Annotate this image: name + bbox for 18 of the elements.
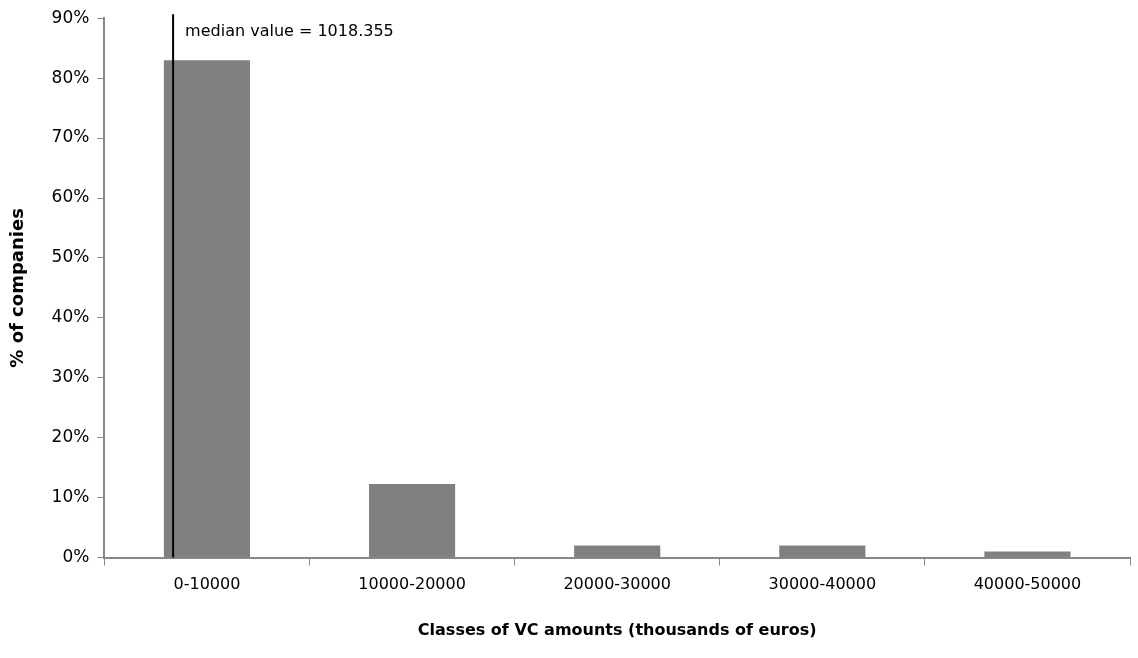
y-axis-title: % of companies [6, 208, 28, 368]
y-tick-label: 60% [51, 186, 90, 207]
y-tick-label: 50% [51, 246, 90, 267]
y-tick-label: 90% [51, 6, 90, 27]
x-axis-title: Classes of VC amounts (thousands of euros) [417, 619, 817, 639]
y-tick-label: 40% [51, 306, 90, 327]
y-tick-label: 20% [51, 426, 90, 447]
y-tick-label: 80% [51, 66, 90, 87]
x-tick-label: 10000-20000 [358, 574, 466, 594]
x-tick-label: 30000-40000 [768, 574, 877, 594]
x-tick-label: 20000-30000 [563, 574, 671, 594]
x-tick-label: 40000-50000 [973, 574, 1082, 594]
y-tick-label: 30% [51, 366, 90, 387]
y-tick-label: 10% [51, 486, 90, 507]
y-tick-label: 0% [62, 546, 90, 567]
ref-line-label: median value = 1018.355 [185, 21, 394, 41]
y-tick-label: 70% [51, 126, 90, 147]
x-tick-label: 0-10000 [173, 574, 241, 594]
